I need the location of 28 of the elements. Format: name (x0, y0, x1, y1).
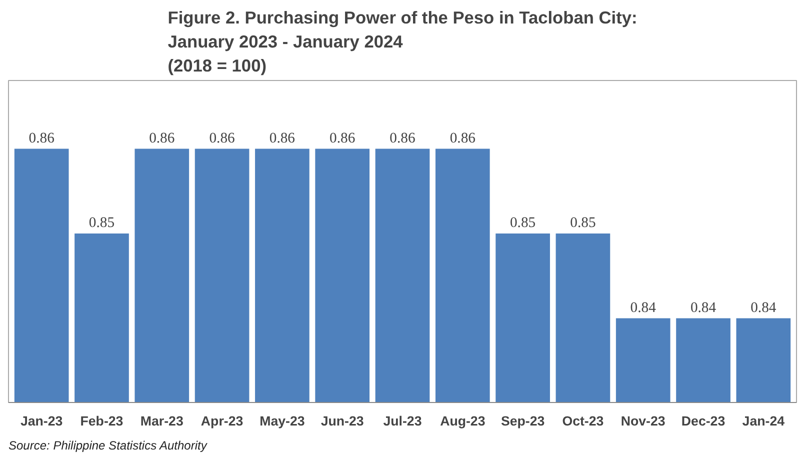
data-label: 0.84 (630, 300, 657, 316)
data-label: 0.86 (269, 130, 296, 146)
data-label: 0.86 (330, 130, 356, 146)
data-label: 0.85 (88, 215, 115, 232)
data-label: 0.86 (209, 130, 235, 146)
x-tick-label: Oct-23 (562, 414, 604, 428)
data-label: 0.86 (390, 130, 416, 146)
x-tick-label: Jul-23 (383, 414, 422, 428)
x-tick-label: Apr-23 (200, 414, 244, 428)
data-label: 0.84 (750, 300, 777, 316)
chart-title: Figure 2. Purchasing Power of the Peso in Tacloban City: January 2023 - January 2024 (2018 = 100) (168, 8, 638, 76)
x-tick-label: Jan-24 (742, 414, 786, 428)
x-tick-label: May-23 (260, 414, 305, 428)
x-tick-label: Jan-23 (20, 414, 63, 428)
x-tick-label: Aug-23 (440, 414, 486, 428)
data-label: 0.84 (690, 300, 717, 316)
source-note: Source: Philippine Statistics Authority (8, 438, 208, 452)
x-tick-label: Jun-23 (320, 414, 364, 428)
x-tick-label: Feb-23 (80, 414, 124, 428)
x-tick-label: Sep-23 (500, 414, 545, 428)
data-label: 0.86 (149, 130, 175, 146)
data-label: 0.86 (28, 130, 54, 146)
data-label: 0.85 (510, 215, 536, 232)
data-label: 0.86 (450, 130, 476, 146)
x-tick-label: Dec-23 (681, 414, 726, 428)
x-tick-label: Nov-23 (620, 414, 666, 428)
data-label: 0.85 (570, 215, 596, 232)
x-tick-label: Mar-23 (140, 414, 184, 428)
